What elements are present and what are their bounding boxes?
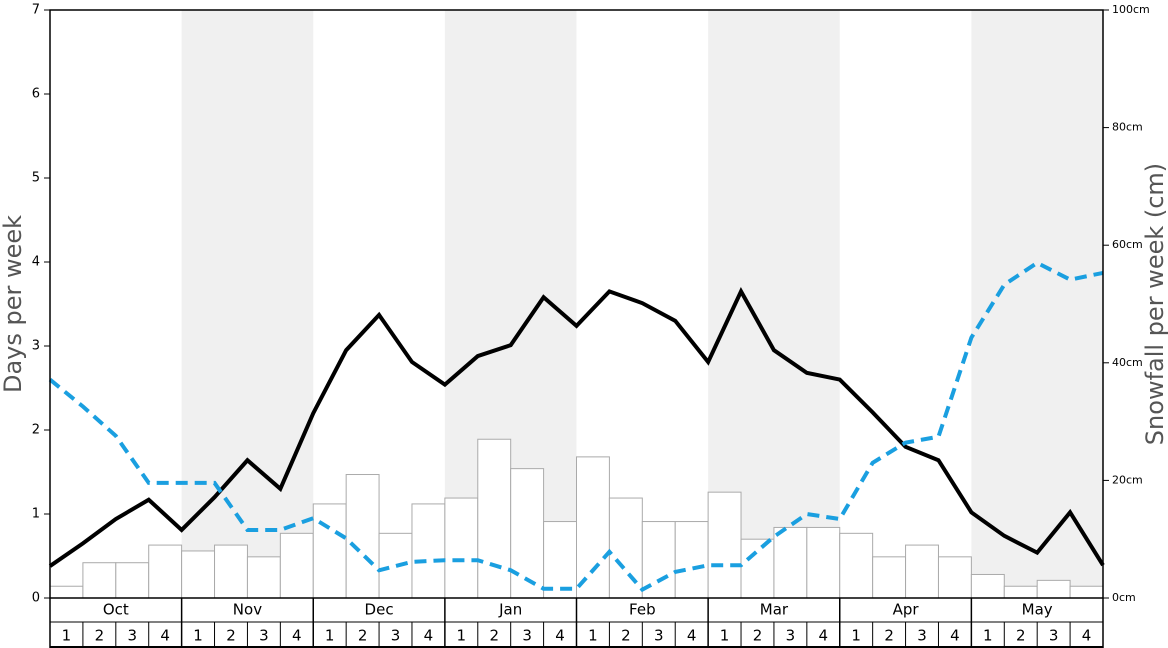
week-label: 4: [424, 627, 434, 645]
bar: [312, 503, 347, 599]
month-shade: [181, 10, 314, 598]
line: [48, 260, 1104, 593]
bar: [970, 573, 1005, 599]
bar: [806, 526, 841, 599]
week-label: 1: [457, 627, 467, 645]
bar: [115, 562, 150, 599]
y2-tick-label: 60cm: [1112, 238, 1143, 251]
y2-tick-label: 20cm: [1112, 473, 1143, 486]
week-label: 4: [687, 627, 697, 645]
y-tick-label: 1: [32, 507, 40, 522]
y2-axis-title: Snowfall per week (cm): [1141, 163, 1168, 445]
week-label: 1: [720, 627, 730, 645]
week-label: 4: [555, 627, 565, 645]
bar: [246, 556, 281, 599]
bar: [740, 538, 775, 599]
week-label: 1: [62, 627, 72, 645]
week-label: 3: [1049, 627, 1059, 645]
bar: [543, 521, 577, 599]
bar: [773, 526, 808, 599]
bar: [181, 550, 216, 599]
week-label: 4: [1082, 627, 1092, 645]
week-label: 2: [621, 627, 631, 645]
bar: [872, 556, 907, 599]
y2-tick-label: 100cm: [1112, 3, 1150, 16]
month-label: Dec: [365, 601, 394, 619]
bar: [674, 521, 709, 599]
week-label: 1: [851, 627, 861, 645]
y-axis-title: Days per week: [0, 215, 27, 393]
week-label: 4: [819, 627, 829, 645]
week-label: 2: [95, 627, 105, 645]
bar: [1003, 585, 1038, 599]
bar: [411, 503, 446, 599]
month-label: Oct: [103, 601, 129, 619]
week-label: 1: [983, 627, 993, 645]
line: [48, 287, 1105, 568]
month-label: Nov: [233, 601, 262, 619]
bar: [1069, 585, 1104, 599]
bar: [905, 544, 939, 599]
bar: [477, 438, 512, 599]
month-label: Jan: [498, 601, 522, 619]
bar: [444, 497, 479, 599]
month-label: Apr: [893, 601, 920, 619]
bar: [49, 585, 84, 599]
week-label: 3: [391, 627, 401, 645]
week-label: 2: [753, 627, 763, 645]
bar: [1036, 579, 1071, 599]
bar: [345, 474, 380, 599]
y-tick-label: 4: [32, 255, 40, 270]
month-label: Mar: [760, 601, 789, 619]
bar: [707, 491, 742, 599]
bar: [839, 532, 874, 599]
bar: [82, 562, 117, 599]
week-label: 2: [226, 627, 236, 645]
bar: [378, 532, 413, 599]
week-label: 2: [358, 627, 368, 645]
week-label: 3: [522, 627, 532, 645]
bar: [214, 544, 248, 599]
bar: [608, 497, 643, 599]
week-label: 4: [160, 627, 170, 645]
week-label: 1: [325, 627, 335, 645]
week-label: 2: [884, 627, 894, 645]
week-label: 3: [654, 627, 664, 645]
week-label: 3: [259, 627, 269, 645]
week-label: 3: [917, 627, 927, 645]
week-label: 1: [193, 627, 203, 645]
bar: [148, 544, 183, 599]
week-label: 3: [786, 627, 796, 645]
y2-tick-label: 40cm: [1112, 356, 1143, 369]
y2-tick-label: 0cm: [1112, 591, 1136, 604]
y-tick-label: 5: [32, 171, 40, 186]
y2-tick-label: 80cm: [1112, 121, 1143, 134]
week-label: 1: [588, 627, 598, 645]
month-label: May: [1022, 601, 1053, 619]
week-label: 3: [127, 627, 137, 645]
bar: [279, 532, 314, 599]
y-tick-label: 0: [32, 591, 40, 606]
week-label: 2: [489, 627, 499, 645]
week-label: 4: [292, 627, 302, 645]
week-label: 4: [950, 627, 960, 645]
week-label: 2: [1016, 627, 1026, 645]
y-tick-label: 2: [32, 423, 40, 438]
y-tick-label: 6: [32, 87, 40, 102]
bar: [937, 556, 972, 599]
bar: [576, 456, 610, 599]
y-tick-label: 3: [32, 339, 40, 354]
y-tick-label: 7: [32, 3, 40, 18]
month-label: Feb: [629, 601, 656, 619]
